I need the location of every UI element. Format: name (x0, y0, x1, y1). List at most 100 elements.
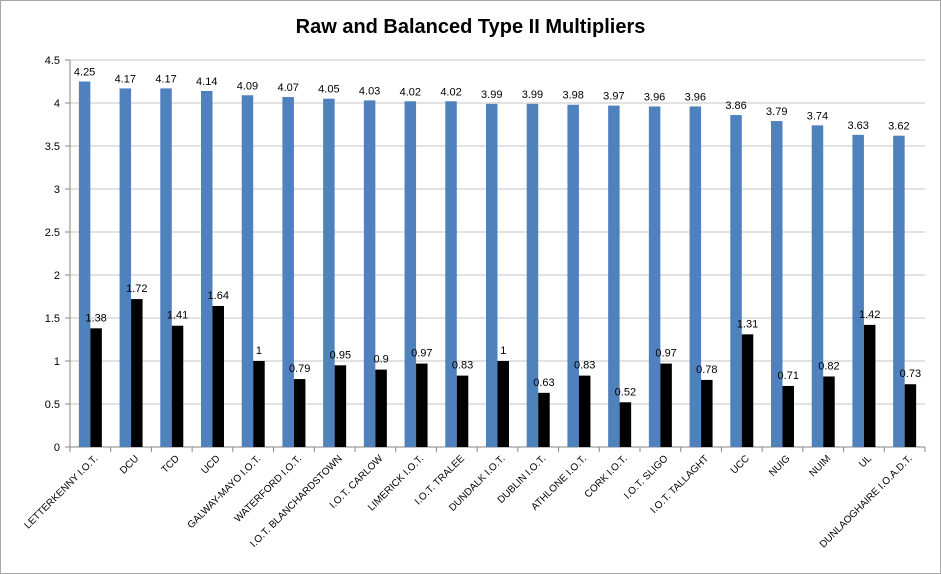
bar-balanced (212, 305, 224, 447)
y-tick-label: 4 (54, 98, 60, 110)
data-label-raw: 4.25 (74, 67, 95, 79)
data-label-balanced: 0.95 (330, 349, 351, 361)
data-label-balanced: 0.83 (574, 360, 595, 372)
bar-raw (771, 121, 783, 447)
data-label-balanced: 1.72 (126, 283, 147, 295)
bar-balanced (497, 361, 509, 447)
bar-balanced (293, 379, 306, 447)
bar-raw (323, 98, 335, 447)
bar-balanced (782, 385, 794, 447)
bar-balanced (90, 328, 102, 447)
y-tick-label: 0 (54, 442, 60, 454)
bar-raw (648, 106, 661, 447)
data-label-raw: 3.86 (725, 100, 746, 112)
data-label-balanced: 0.52 (615, 386, 636, 398)
y-tick-label: 1 (54, 356, 60, 368)
bar-balanced (619, 402, 632, 447)
data-label-balanced: 0.9 (373, 354, 388, 366)
data-label-balanced: 0.73 (900, 368, 921, 380)
data-label-raw: 3.99 (522, 89, 543, 101)
bar-raw (241, 95, 254, 447)
data-label-raw: 4.14 (196, 76, 217, 88)
y-tick-label: 0.5 (45, 399, 60, 411)
y-tick-label: 3 (54, 184, 60, 196)
data-label-raw: 3.62 (888, 121, 909, 133)
bar-raw (404, 101, 417, 447)
y-tick-label: 2 (54, 270, 60, 282)
bar-raw (893, 135, 905, 447)
bar-balanced (375, 369, 387, 447)
category-label: LETTERKENNY I.O.T. (22, 453, 100, 531)
y-tick-label: 3.5 (45, 141, 60, 153)
bar-balanced (253, 361, 265, 447)
bar-raw (201, 90, 213, 448)
bar-balanced (131, 299, 143, 447)
bar-balanced (578, 375, 591, 447)
y-tick-label: 4.5 (45, 55, 60, 67)
data-label-balanced: 1 (256, 345, 262, 357)
bar-raw (486, 103, 498, 448)
bar-balanced (701, 379, 713, 447)
bar-balanced (171, 325, 184, 447)
data-label-balanced: 0.83 (452, 360, 473, 372)
data-label-balanced: 0.82 (818, 360, 839, 372)
data-label-balanced: 1.31 (737, 318, 758, 330)
y-tick-label: 1.5 (45, 313, 60, 325)
bar-balanced (741, 334, 754, 447)
data-label-raw: 4.02 (440, 86, 461, 98)
category-label: NUIM (807, 453, 833, 479)
bar-balanced (863, 324, 876, 447)
category-label: WATERFORD I.O.T. (233, 453, 304, 524)
bar-raw (689, 106, 702, 447)
bar-raw (119, 88, 132, 447)
data-label-raw: 3.97 (603, 91, 624, 103)
data-label-raw: 4.05 (318, 84, 339, 96)
data-label-balanced: 0.97 (411, 348, 432, 360)
data-label-raw: 3.74 (807, 110, 828, 122)
chart-title: Raw and Balanced Type II Multipliers (295, 16, 646, 38)
data-label-raw: 3.96 (685, 91, 706, 103)
category-label: GALWAY-MAYO I.O.T. (186, 453, 264, 531)
bar-balanced (456, 375, 469, 447)
bar-raw (852, 134, 864, 447)
data-label-raw: 3.63 (847, 120, 868, 132)
bar-balanced (904, 384, 917, 447)
bar-balanced (334, 365, 347, 447)
data-label-raw: 3.98 (562, 90, 583, 102)
bar-raw (282, 96, 294, 447)
data-label-balanced: 1.42 (859, 309, 880, 321)
category-label: DCU (118, 453, 141, 476)
data-label-balanced: 0.63 (533, 377, 554, 389)
bar-balanced (538, 392, 550, 447)
data-label-balanced: 0.71 (778, 370, 799, 382)
bar-balanced (823, 376, 835, 447)
data-label-raw: 4.03 (359, 85, 380, 97)
data-label-raw: 4.02 (400, 86, 421, 98)
bar-raw (567, 104, 579, 447)
bar-balanced (416, 363, 428, 447)
bar-balanced (660, 363, 672, 447)
bar-raw (526, 103, 539, 448)
data-label-raw: 4.17 (155, 73, 176, 85)
bar-raw (730, 115, 742, 447)
bar-raw (78, 81, 91, 447)
category-label: UCC (729, 453, 752, 476)
bar-raw (160, 88, 172, 447)
data-label-balanced: 1.64 (208, 290, 229, 302)
data-label-balanced: 0.79 (289, 363, 310, 375)
y-tick-label: 2.5 (45, 227, 60, 239)
bar-raw (608, 105, 620, 447)
data-label-raw: 3.96 (644, 91, 665, 103)
category-label: UL (857, 453, 874, 470)
bar-raw (811, 125, 824, 448)
category-label: TCD (160, 453, 182, 475)
data-label-balanced: 0.78 (696, 364, 717, 376)
data-label-balanced: 1.38 (85, 312, 106, 324)
data-label-raw: 3.79 (766, 106, 787, 118)
bar-raw (363, 100, 376, 448)
bar-raw (445, 101, 457, 447)
data-label-raw: 3.99 (481, 89, 502, 101)
data-label-raw: 4.17 (115, 73, 136, 85)
data-label-balanced: 1.41 (167, 310, 188, 322)
